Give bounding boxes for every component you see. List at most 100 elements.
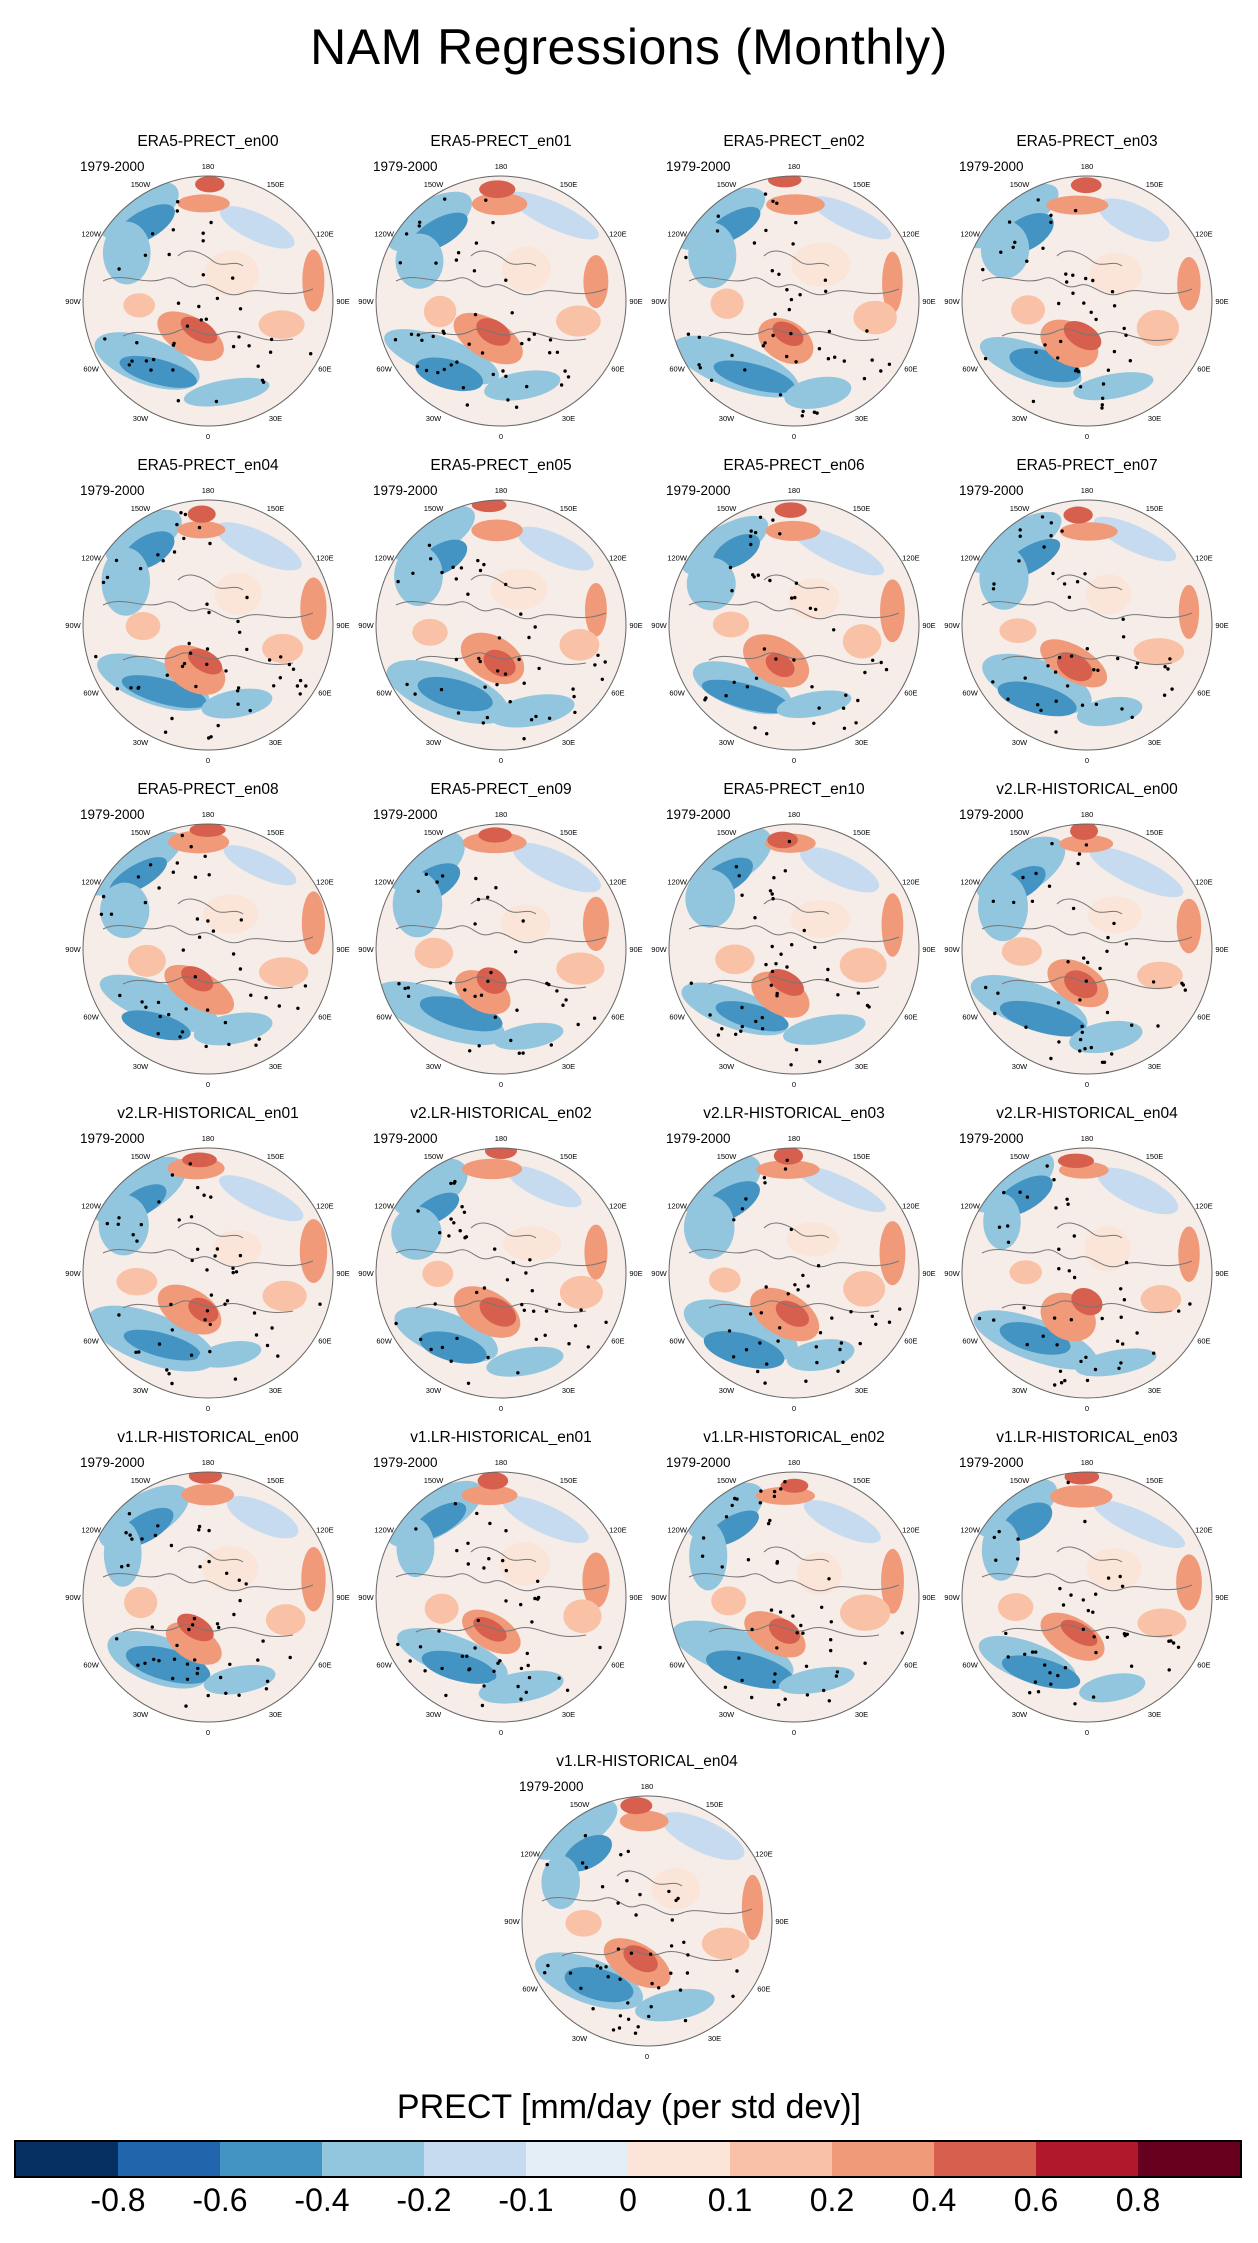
stipple-dot [101, 894, 106, 899]
longitude-label: 60E [904, 365, 917, 374]
significance-stippling [981, 198, 1132, 410]
stipple-dot [1031, 399, 1036, 404]
stipple-dot [730, 1503, 734, 1508]
anomaly-patch [181, 966, 214, 992]
anomaly-patch [772, 321, 804, 347]
stipple-dot [991, 899, 995, 903]
stipple-dot [179, 511, 183, 515]
stipple-dot [496, 1661, 500, 1665]
stipple-dot [1069, 1593, 1073, 1597]
stipple-dot [448, 981, 453, 985]
anomaly-patch [479, 180, 516, 199]
panel-title: ERA5-PRECT_en05 [430, 457, 572, 474]
stipple-dot [496, 669, 500, 673]
map-boundary [375, 1471, 627, 1723]
longitude-label: 180 [788, 1134, 801, 1143]
stipple-dot [295, 684, 300, 688]
stipple-dot [519, 612, 523, 616]
stipple-dot [248, 708, 252, 713]
stipple-dot [994, 1558, 998, 1562]
longitude-label: 180 [788, 486, 801, 495]
anomaly-patch [800, 847, 880, 893]
stipple-dot [467, 1668, 471, 1672]
map-boundary [82, 823, 334, 1075]
stipple-dot [409, 332, 414, 336]
stipple-dot [238, 307, 243, 311]
stipple-dot [170, 716, 174, 721]
anomaly-patch [565, 1909, 602, 1937]
stipple-dot [762, 1176, 767, 1180]
stipple-dot [1024, 1025, 1028, 1029]
stipple-dot [204, 1044, 208, 1049]
anomaly-patch [125, 1645, 211, 1684]
stipple-dot [136, 1663, 140, 1667]
stipple-dot [629, 1951, 634, 1955]
stipple-dot [418, 220, 422, 224]
panel-period-label: 1979-2000 [80, 483, 145, 498]
anomaly-patch [258, 957, 309, 988]
anomaly-patch [204, 250, 259, 297]
stipple-dot [1018, 534, 1022, 538]
stipple-dot [238, 630, 242, 634]
longitude-label: 90W [944, 621, 960, 630]
longitude-label: 120E [902, 230, 920, 239]
stipple-dot [689, 981, 693, 985]
anomaly-patch [840, 1594, 891, 1631]
longitude-label: 30E [1148, 1710, 1161, 1719]
anomaly-patch [1057, 1153, 1094, 1169]
longitude-label: 90E [336, 945, 349, 954]
longitude-label: 90E [336, 1269, 349, 1278]
stipple-dot [396, 1642, 400, 1647]
map-boundary [961, 823, 1213, 1075]
stipple-dot [1130, 1023, 1134, 1027]
stipple-dot [206, 919, 210, 923]
stipple-dot [449, 1359, 453, 1363]
stipple-dot [205, 602, 209, 606]
anomaly-patch [997, 681, 1077, 717]
stipple-dot [638, 1892, 642, 1897]
map-panel: ERA5-PRECT_en06 1979-2000 180 150E 120E 90E 60… [644, 457, 944, 765]
anomaly-patch [635, 1988, 715, 2022]
anomaly-patch [213, 1230, 262, 1266]
stipple-dot [1039, 708, 1043, 713]
stipple-dot [1110, 1052, 1114, 1056]
stipple-dot [697, 335, 701, 339]
longitude-label: 90E [336, 1593, 349, 1602]
longitude-label: 30W [1012, 738, 1028, 747]
anomaly-patch [476, 967, 507, 994]
stipple-dot [682, 1940, 686, 1944]
stipple-dot [701, 1536, 706, 1540]
stipple-dot [438, 1231, 442, 1235]
stipple-dot [1151, 980, 1156, 984]
stipple-dot [269, 337, 274, 342]
anomaly-patch [415, 357, 484, 392]
stipple-dot [804, 1379, 808, 1383]
stipple-dot [704, 696, 708, 700]
stipple-dot [183, 512, 188, 517]
stipple-dot [1006, 1655, 1010, 1659]
stipple-dot [185, 1662, 190, 1666]
stipple-dot [405, 682, 409, 687]
stipple-dot [482, 1566, 486, 1570]
longitude-label: 0 [1085, 432, 1089, 441]
anomaly-patch [711, 1586, 747, 1616]
stipple-dot [791, 1614, 795, 1618]
stipple-dot [999, 250, 1003, 254]
stipple-dot [264, 1687, 269, 1691]
longitude-label: 60E [904, 689, 917, 698]
longitude-label: 60W [669, 365, 685, 374]
longitude-label: 120W [81, 230, 102, 239]
stipple-dot [197, 525, 202, 530]
panel-title: v1.LR-HISTORICAL_en04 [556, 1753, 738, 1770]
longitude-label: 150W [717, 1476, 738, 1485]
stipple-dot [509, 1038, 513, 1043]
stipple-dot [130, 1537, 134, 1541]
stipple-dot [616, 1947, 621, 1951]
stipple-dot [202, 1193, 206, 1197]
stipple-dot [208, 1322, 212, 1327]
longitude-label: 180 [495, 810, 508, 819]
anomaly-patch [301, 891, 326, 955]
stipple-dot [1105, 1635, 1110, 1639]
stipple-dot [177, 1218, 181, 1222]
